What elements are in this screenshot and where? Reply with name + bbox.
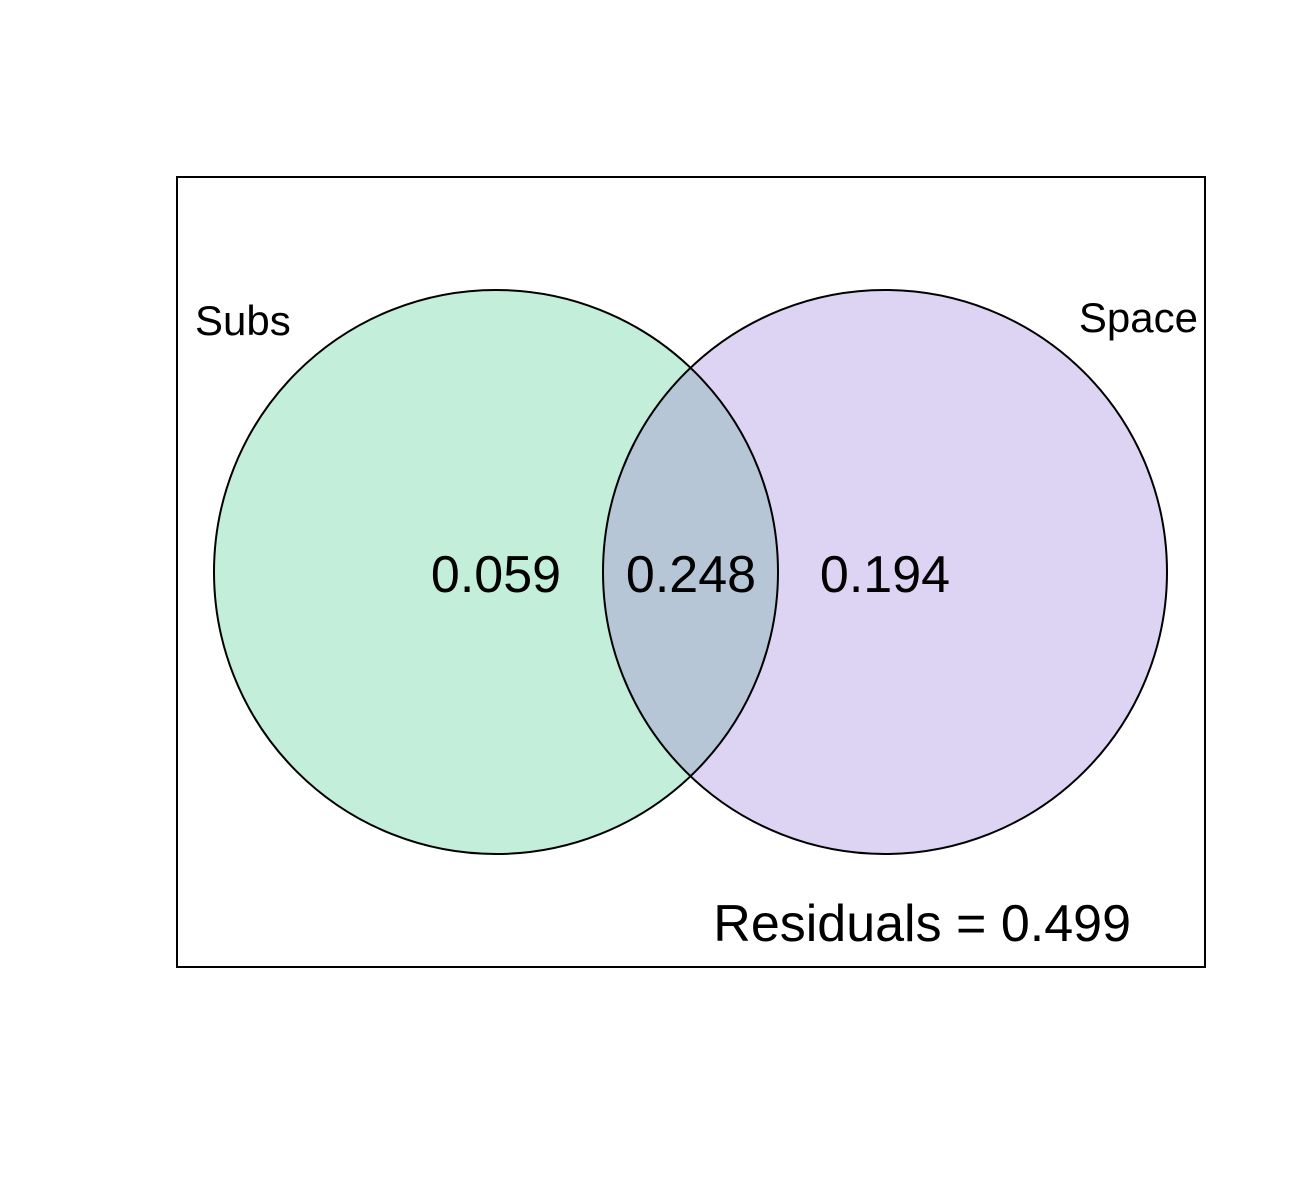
- space-circle: [603, 290, 1167, 854]
- residuals-label: Residuals = 0.499: [713, 895, 1131, 953]
- value-subs-only: 0.059: [431, 546, 561, 604]
- set-label-subs: Subs: [195, 297, 291, 344]
- value-space-only: 0.194: [820, 546, 950, 604]
- space-circle-outline: [602, 289, 1168, 855]
- value-shared: 0.248: [626, 546, 756, 604]
- subs-circle-outline: [213, 289, 779, 855]
- set-label-space: Space: [1079, 294, 1198, 341]
- subs-circle: [214, 290, 778, 854]
